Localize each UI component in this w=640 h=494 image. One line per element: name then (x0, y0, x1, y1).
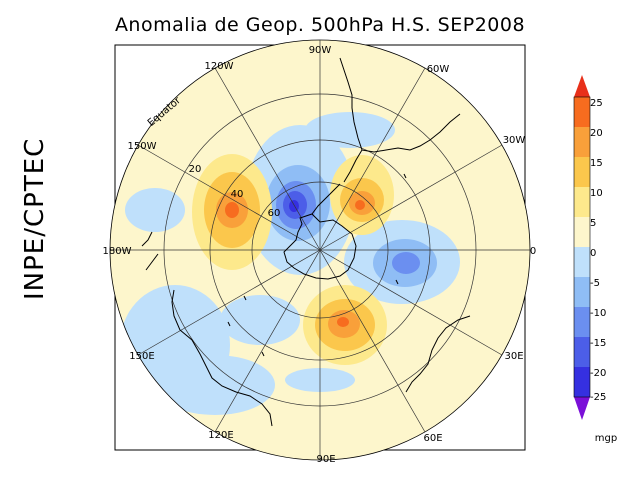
anomaly-field (120, 112, 460, 415)
antarctic-peninsula (311, 183, 341, 215)
lat-label-20: 20 (189, 164, 202, 175)
coastlines (141, 57, 471, 427)
lon-label-30e: 30E (504, 351, 523, 362)
new-zealand-coast (141, 231, 159, 271)
lon-label-120w: 120W (205, 61, 234, 72)
colorbar-bottom-arrow (574, 397, 590, 420)
lon-label-30w: 30W (503, 135, 526, 146)
lon-label-90e: 90E (316, 454, 335, 465)
lon-label-150e: 150E (129, 351, 154, 362)
colorbar-label-m15: -15 (590, 338, 606, 349)
colorbar-swatch-m10-m5 (574, 277, 590, 307)
australia-coast (171, 289, 273, 427)
positive-anomaly-indian (303, 285, 387, 365)
colorbar-swatch-5-10 (574, 187, 590, 217)
negative-anomaly-southwest (120, 112, 395, 415)
lon-label-60w: 60W (427, 64, 450, 75)
positive-anomaly-atlantic (330, 155, 394, 235)
colorbar-swatch-15-20 (574, 127, 590, 157)
negative-anomaly-southatlantic (344, 220, 460, 304)
colorbar-swatch-m5-0 (574, 247, 590, 277)
colorbar-outline (573, 96, 591, 398)
colorbar-label-m5: -5 (590, 278, 600, 289)
colorbar-label-m25: -25 (590, 392, 606, 403)
colorbar-swatch-m20-m15 (574, 337, 590, 367)
colorbar-swatch-20-25 (574, 97, 590, 127)
graticule (109, 39, 531, 461)
colorbar-label-m10: -10 (590, 308, 606, 319)
lon-label-90w: 90W (309, 45, 332, 56)
colorbar-label-25: 25 (590, 98, 603, 109)
colorbar-label-15: 15 (590, 158, 603, 169)
colorbar-label-20: 20 (590, 128, 603, 139)
colorbar-labels: 25 20 15 10 5 0 -5 -10 -15 -20 -25 mgp (590, 98, 617, 444)
colorbar-label-5: 5 (590, 218, 596, 229)
lon-label-0: 0 (530, 246, 536, 257)
colorbar-swatch-m25-m20 (574, 367, 590, 397)
lon-label-180w: 180W (103, 246, 132, 257)
south-america-coast (339, 57, 461, 183)
lat-label-60: 60 (268, 208, 281, 219)
map-title: Anomalia de Geop. 500hPa H.S. SEP2008 (114, 14, 526, 36)
colorbar-label-10: 10 (590, 188, 603, 199)
colorbar-swatch-10-15 (574, 157, 590, 187)
southern-islands (227, 173, 407, 357)
colorbar-label-m20: -20 (590, 368, 606, 379)
colorbar-top-arrow (574, 75, 590, 97)
colorbar-label-0: 0 (590, 248, 596, 259)
antarctica-coast (283, 213, 357, 280)
colorbar-swatch-0-5 (574, 217, 590, 247)
colorbar-swatch-m15-m10 (574, 307, 590, 337)
lat-label-40: 40 (231, 189, 244, 200)
lon-label-150w: 150W (128, 141, 157, 152)
colorbar-swatches (574, 75, 590, 420)
africa-coast (405, 315, 471, 393)
lon-label-60e: 60E (423, 433, 442, 444)
lon-label-120e: 120E (208, 430, 233, 441)
colorbar-unit: mgp (595, 433, 617, 444)
